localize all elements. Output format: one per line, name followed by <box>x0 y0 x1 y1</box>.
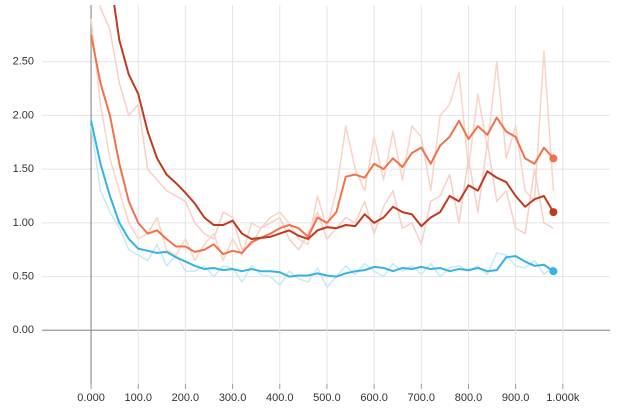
y-tick-label: 1.00 <box>13 217 34 229</box>
x-tick-label: 500.0 <box>313 392 341 404</box>
series-line <box>99 5 554 251</box>
end-marker <box>549 208 558 217</box>
x-tick-label: 300.0 <box>219 392 247 404</box>
x-tick-label: 200.0 <box>172 392 200 404</box>
x-tick-label: 100.0 <box>124 392 152 404</box>
x-tick-label: 900.0 <box>502 392 530 404</box>
series-line <box>90 34 555 256</box>
y-tick-label: 2.00 <box>13 109 34 121</box>
series-line <box>90 120 554 278</box>
y-tick-label: 2.50 <box>13 56 34 68</box>
series-line <box>113 5 555 240</box>
series-line <box>90 126 554 289</box>
x-tick-label: 400.0 <box>266 392 294 404</box>
y-tick-label: 0.50 <box>13 270 34 282</box>
y-tick-label: 1.50 <box>13 163 34 175</box>
plot-area <box>90 5 555 289</box>
series-line <box>90 18 555 262</box>
x-tick-label: 700.0 <box>408 392 436 404</box>
x-tick-label: 600.0 <box>360 392 388 404</box>
x-tick-label: 0.000 <box>77 392 105 404</box>
axis-labels: 0.00 0.50 1.00 1.50 2.00 2.50 0.000 100.0 200.0 3… <box>13 56 580 404</box>
end-marker <box>549 267 558 276</box>
x-tick-label: 800.0 <box>455 392 483 404</box>
y-tick-label: 0.00 <box>13 324 34 336</box>
end-marker <box>549 154 558 163</box>
x-tick-label: 1.000k <box>546 392 580 404</box>
